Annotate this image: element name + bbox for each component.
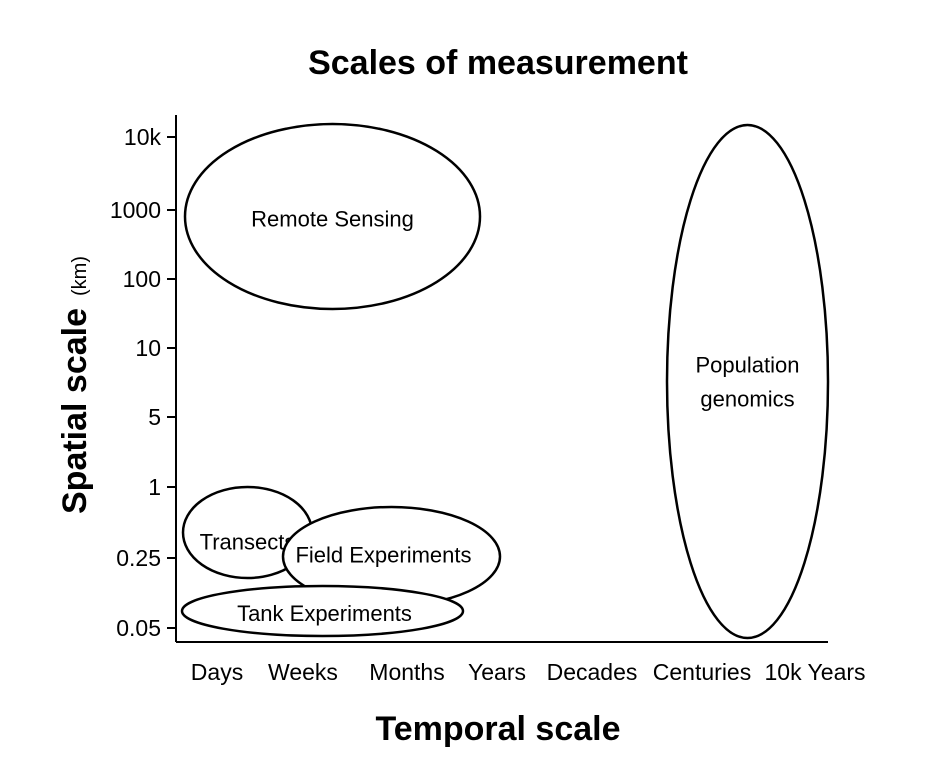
x-tick-label: Years — [468, 659, 526, 685]
region-label-remote-sensing: Remote Sensing — [251, 207, 414, 232]
y-axis-title-group: Spatial scale (km) — [56, 256, 94, 514]
y-tick-label: 100 — [123, 266, 161, 292]
y-tick-label: 0.05 — [116, 615, 161, 641]
region-population-genomics: Population genomics — [665, 123, 830, 640]
y-tick-label: 1000 — [110, 197, 161, 223]
y-axis-unit: (km) — [69, 256, 91, 296]
y-tick-label: 10k — [124, 124, 162, 150]
x-axis-title: Temporal scale — [375, 710, 620, 748]
x-tick-label: Days — [191, 659, 243, 685]
region-transects: Transects — [181, 485, 314, 580]
x-tick-label: 10k Years — [764, 659, 865, 685]
region-remote-sensing: Remote Sensing — [183, 122, 482, 311]
region-label-tank-experiments: Tank Experiments — [237, 601, 412, 626]
y-axis-ticks: 0.05 0.25 1 5 10 100 1000 10k — [110, 124, 176, 641]
y-tick-label: 1 — [148, 474, 161, 500]
y-tick-label: 5 — [148, 404, 161, 430]
x-tick-label: Months — [369, 659, 444, 685]
y-axis-title: Spatial scale — [56, 308, 94, 514]
region-ellipse-population-genomics — [665, 123, 830, 640]
chart-title: Scales of measurement — [308, 44, 688, 82]
region-label-population-genomics: genomics — [700, 387, 794, 412]
svg-text:Spatial scale (km): Spatial scale (km) — [56, 256, 94, 514]
region-label-population-genomics: Population — [696, 353, 800, 378]
x-tick-label: Centuries — [653, 659, 751, 685]
measurement-regions: Remote Sensing Population genomics Transect… — [180, 122, 830, 640]
plot-area: 0.05 0.25 1 5 10 100 1000 10k Days Weeks Months Ye… — [110, 115, 866, 685]
y-tick-label: 0.25 — [116, 545, 161, 571]
y-tick-label: 10 — [135, 335, 161, 361]
x-axis-ticks: Days Weeks Months Years Decades Centuries 10k … — [191, 659, 866, 685]
region-label-field-experiments: Field Experiments — [295, 543, 471, 568]
region-ellipse-tank-experiments — [180, 584, 465, 638]
region-ellipse-remote-sensing — [183, 122, 482, 311]
x-tick-label: Decades — [547, 659, 638, 685]
x-tick-label: Weeks — [268, 659, 338, 685]
region-label-transects: Transects — [200, 530, 296, 555]
region-tank-experiments: Tank Experiments — [180, 584, 465, 638]
